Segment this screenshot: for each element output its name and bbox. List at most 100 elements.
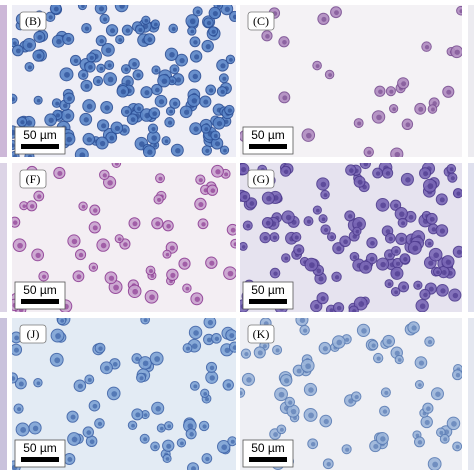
nucleus — [118, 38, 123, 42]
nucleus — [306, 132, 312, 139]
nucleus — [155, 406, 161, 412]
nucleus — [14, 335, 20, 341]
label-box — [247, 324, 275, 344]
nucleus — [169, 109, 173, 114]
nucleus — [395, 261, 401, 266]
nucleus — [48, 117, 54, 123]
partial-panel — [0, 163, 7, 312]
nucleus — [184, 109, 190, 115]
nucleus — [60, 319, 65, 323]
nucleus — [305, 363, 312, 370]
nucleus — [114, 125, 120, 131]
label-box — [19, 11, 47, 31]
nucleus — [27, 65, 32, 70]
nucleus — [187, 423, 194, 430]
nucleus — [316, 208, 320, 213]
nucleus — [205, 456, 210, 462]
nucleus — [37, 34, 43, 40]
nucleus — [41, 274, 47, 279]
nucleus — [154, 68, 159, 73]
nucleus — [167, 424, 172, 429]
nucleus — [99, 140, 106, 147]
nucleus — [172, 101, 178, 107]
nucleus — [284, 378, 290, 384]
nucleus — [336, 305, 342, 311]
nucleus — [296, 368, 302, 374]
partial-panel — [468, 318, 474, 470]
nucleus — [439, 228, 446, 234]
nucleus — [86, 137, 92, 143]
nucleus — [370, 240, 375, 246]
nucleus — [299, 318, 306, 323]
nucleus — [394, 151, 401, 157]
nucleus — [175, 148, 181, 154]
nucleus — [159, 426, 164, 431]
nucleus — [283, 169, 289, 175]
nucleus — [393, 203, 399, 209]
nucleus — [429, 216, 435, 222]
nucleus — [369, 256, 375, 262]
nucleus — [98, 346, 103, 351]
nucleus — [392, 107, 396, 111]
nucleus — [278, 391, 285, 398]
nucleus — [135, 412, 141, 418]
nucleus — [431, 227, 436, 232]
nucleus — [84, 83, 90, 89]
nucleus — [353, 255, 357, 260]
image-panel: (K) 50 µm — [240, 318, 462, 470]
nucleus — [17, 242, 23, 249]
nucleus — [98, 6, 105, 12]
nucleus — [446, 89, 452, 95]
nucleus — [290, 408, 297, 415]
nucleus — [424, 419, 430, 426]
nucleus — [165, 252, 170, 257]
scale-box — [14, 439, 66, 468]
nucleus — [207, 319, 214, 326]
scale-bar — [21, 299, 59, 304]
nucleus — [357, 179, 363, 185]
nucleus — [328, 73, 333, 77]
nucleus — [15, 48, 21, 54]
nucleus — [363, 163, 369, 167]
nucleus — [233, 242, 236, 247]
nucleus — [63, 103, 68, 109]
nucleus — [71, 238, 78, 245]
nucleus — [428, 260, 434, 266]
image-panel: (G) 50 µm — [240, 163, 462, 312]
nucleus — [66, 36, 72, 42]
nucleus — [67, 96, 72, 102]
nucleus — [380, 436, 386, 442]
nucleus — [354, 394, 359, 400]
scale-label: 50 µm — [251, 283, 285, 297]
nucleus — [92, 225, 98, 231]
nucleus — [131, 423, 135, 428]
nucleus — [423, 292, 428, 298]
nucleus — [323, 418, 329, 425]
nucleus — [355, 229, 360, 234]
nucleus — [124, 109, 130, 115]
nucleus — [119, 5, 125, 9]
panel-label: (B) — [25, 14, 41, 28]
nucleus — [193, 384, 198, 389]
nucleus — [399, 236, 405, 242]
nucleus — [451, 421, 457, 427]
partial-panel — [0, 5, 7, 157]
nucleus — [55, 113, 61, 118]
nucleus — [37, 194, 42, 199]
nucleus — [439, 430, 444, 435]
nucleus — [380, 202, 387, 209]
nucleus — [180, 441, 184, 446]
scale-bar — [249, 457, 287, 462]
nucleus — [454, 49, 460, 55]
nucleus — [132, 288, 139, 295]
nucleus — [229, 57, 233, 62]
nucleus — [92, 403, 98, 409]
nucleus — [213, 133, 218, 138]
label-box — [19, 169, 47, 189]
nucleus — [227, 270, 234, 277]
nucleus — [330, 235, 334, 240]
nucleus — [167, 120, 173, 125]
nucleus — [189, 432, 194, 437]
nucleus — [405, 177, 411, 183]
nucleus — [198, 201, 204, 208]
